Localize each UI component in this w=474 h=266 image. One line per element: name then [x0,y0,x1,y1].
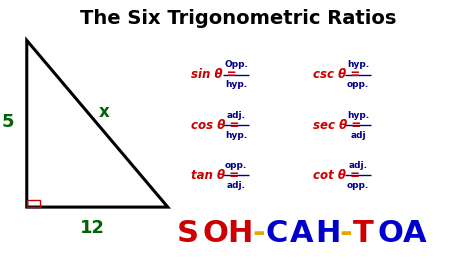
Text: hyp.: hyp. [225,131,247,140]
Text: O: O [202,219,228,248]
Text: A: A [403,219,427,248]
Text: 5: 5 [2,113,14,131]
Text: x: x [99,103,109,121]
Text: opp.: opp. [347,80,369,89]
Text: C: C [265,219,287,248]
Text: sin θ =: sin θ = [191,68,241,81]
Text: adj.: adj. [349,161,368,170]
Text: adj: adj [350,131,366,140]
Text: opp.: opp. [225,161,247,170]
Text: The Six Trigonometric Ratios: The Six Trigonometric Ratios [80,9,396,28]
Text: S: S [177,219,199,248]
Text: adj.: adj. [227,110,246,119]
Text: H: H [315,219,340,248]
Text: sec θ =: sec θ = [313,119,366,132]
Text: A: A [290,219,314,248]
Text: T: T [353,219,374,248]
Text: 12: 12 [80,219,105,237]
Text: cot θ =: cot θ = [313,169,365,182]
Text: hyp.: hyp. [225,80,247,89]
Text: H: H [227,219,252,248]
Text: adj.: adj. [227,181,246,190]
Text: opp.: opp. [347,181,369,190]
Text: -: - [252,219,264,248]
Text: tan θ =: tan θ = [191,169,244,182]
Text: hyp.: hyp. [347,60,369,69]
Text: -: - [340,219,353,248]
Text: cos θ =: cos θ = [191,119,244,132]
Text: hyp.: hyp. [347,110,369,119]
Bar [27,200,40,207]
Text: Opp.: Opp. [224,60,248,69]
Text: csc θ =: csc θ = [313,68,365,81]
Text: O: O [378,219,404,248]
